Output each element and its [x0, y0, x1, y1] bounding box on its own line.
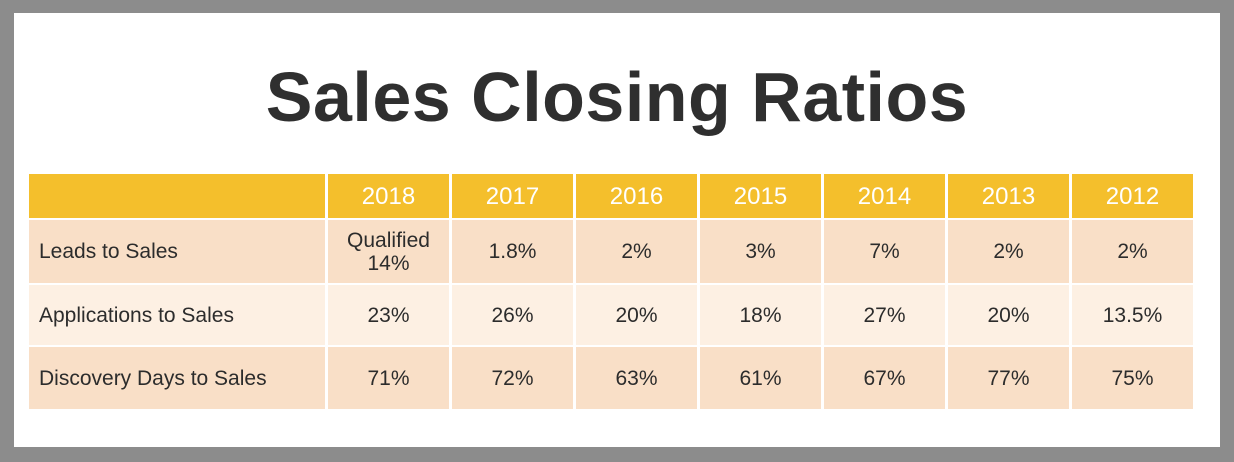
ratios-table: 2018 2017 2016 2015 2014 2013 2012 Leads…	[29, 174, 1195, 411]
column-header: 2018	[328, 174, 449, 218]
table-cell-value: Qualified 14%	[347, 228, 430, 275]
table-cell: 75%	[1072, 347, 1193, 409]
column-header: 2014	[824, 174, 945, 218]
table-cell: 7%	[824, 220, 945, 283]
table-row: Discovery Days to Sales 71% 72% 63% 61% …	[29, 347, 1195, 409]
table-cell: 72%	[452, 347, 573, 409]
table-cell: 61%	[700, 347, 821, 409]
table-row: Applications to Sales 23% 26% 20% 18% 27…	[29, 285, 1195, 345]
slide-frame: Sales Closing Ratios 2018 2017 2016 2015…	[14, 13, 1220, 447]
row-label: Leads to Sales	[29, 220, 325, 283]
table-cell: 1.8%	[452, 220, 573, 283]
column-header: 2013	[948, 174, 1069, 218]
table-row: Leads to Sales Qualified 14% 1.8% 2% 3% …	[29, 220, 1195, 283]
row-label: Applications to Sales	[29, 285, 325, 345]
header-row: 2018 2017 2016 2015 2014 2013 2012	[29, 174, 1195, 218]
column-header: 2017	[452, 174, 573, 218]
row-label: Discovery Days to Sales	[29, 347, 325, 409]
table-cell: 63%	[576, 347, 697, 409]
table-cell: 2%	[948, 220, 1069, 283]
column-header: 2015	[700, 174, 821, 218]
table-cell: 2%	[576, 220, 697, 283]
table-cell: Qualified 14%	[328, 220, 449, 283]
table-cell: 13.5%	[1072, 285, 1193, 345]
table-cell: 71%	[328, 347, 449, 409]
header-corner-cell	[29, 174, 325, 218]
table-cell: 3%	[700, 220, 821, 283]
table-cell: 77%	[948, 347, 1069, 409]
table-cell: 26%	[452, 285, 573, 345]
table-cell: 20%	[576, 285, 697, 345]
table-cell: 2%	[1072, 220, 1193, 283]
table-cell: 27%	[824, 285, 945, 345]
column-header: 2016	[576, 174, 697, 218]
page-title: Sales Closing Ratios	[265, 58, 969, 136]
table-cell: 18%	[700, 285, 821, 345]
table-cell: 23%	[328, 285, 449, 345]
table-cell: 20%	[948, 285, 1069, 345]
table-cell: 67%	[824, 347, 945, 409]
column-header: 2012	[1072, 174, 1193, 218]
